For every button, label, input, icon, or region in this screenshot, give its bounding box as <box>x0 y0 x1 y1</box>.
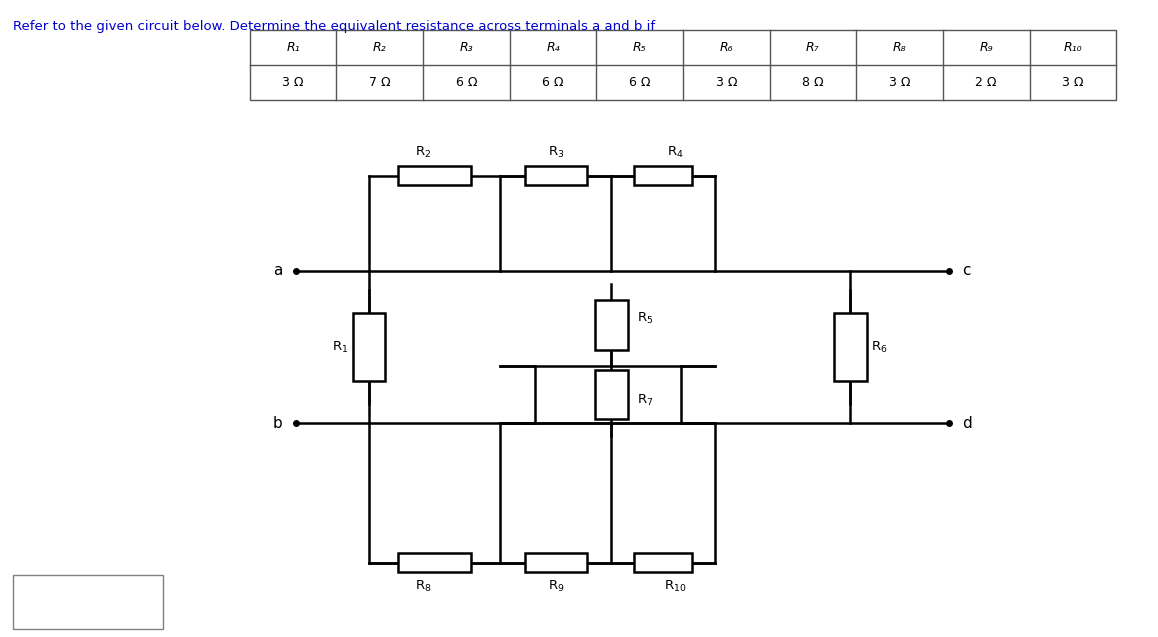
Text: R₁: R₁ <box>286 41 300 54</box>
Text: 2 Ω: 2 Ω <box>975 76 997 89</box>
Bar <box>525 553 587 572</box>
Text: R$_8$: R$_8$ <box>415 578 431 594</box>
Text: R$_1$: R$_1$ <box>331 340 347 355</box>
Text: R₆: R₆ <box>719 41 733 54</box>
Text: 3 Ω: 3 Ω <box>716 76 736 89</box>
Text: c: c <box>962 264 972 278</box>
Text: R₅: R₅ <box>632 41 646 54</box>
Text: 7 Ω: 7 Ω <box>369 76 390 89</box>
Text: Refer to the given circuit below. Determine the equivalent resistance across ter: Refer to the given circuit below. Determ… <box>13 20 655 33</box>
Text: R$_3$: R$_3$ <box>548 145 564 160</box>
Text: 6 Ω: 6 Ω <box>629 76 651 89</box>
Text: R$_9$: R$_9$ <box>548 578 564 594</box>
Text: 3 Ω: 3 Ω <box>1062 76 1084 89</box>
Text: 6 Ω: 6 Ω <box>542 76 564 89</box>
Bar <box>635 553 692 572</box>
Bar <box>397 553 471 572</box>
Bar <box>595 300 628 350</box>
Text: 8 Ω: 8 Ω <box>802 76 823 89</box>
Bar <box>525 166 587 185</box>
Text: R₉: R₉ <box>980 41 994 54</box>
Text: R₄: R₄ <box>547 41 559 54</box>
Bar <box>397 166 471 185</box>
Text: R₂: R₂ <box>373 41 387 54</box>
Bar <box>13 575 163 629</box>
Bar <box>834 313 866 382</box>
Text: 6 Ω: 6 Ω <box>455 76 477 89</box>
Text: R$_5$: R$_5$ <box>637 311 653 326</box>
Text: R$_2$: R$_2$ <box>415 145 431 160</box>
Text: R₇: R₇ <box>806 41 820 54</box>
Text: R$_7$: R$_7$ <box>637 394 653 408</box>
Text: d: d <box>962 416 973 431</box>
Text: R$_4$: R$_4$ <box>667 145 683 160</box>
Bar <box>635 166 692 185</box>
Bar <box>250 30 1116 100</box>
Text: R₃: R₃ <box>460 41 474 54</box>
Text: R$_6$: R$_6$ <box>871 340 888 355</box>
Text: 3 Ω: 3 Ω <box>889 76 910 89</box>
Text: R$_{10}$: R$_{10}$ <box>664 578 687 594</box>
Text: R₈: R₈ <box>893 41 907 54</box>
Text: b: b <box>272 416 283 431</box>
Bar <box>352 313 384 382</box>
Bar <box>595 370 628 419</box>
Text: R₁₀: R₁₀ <box>1063 41 1083 54</box>
Text: 3 Ω: 3 Ω <box>283 76 303 89</box>
Text: a: a <box>273 264 283 278</box>
